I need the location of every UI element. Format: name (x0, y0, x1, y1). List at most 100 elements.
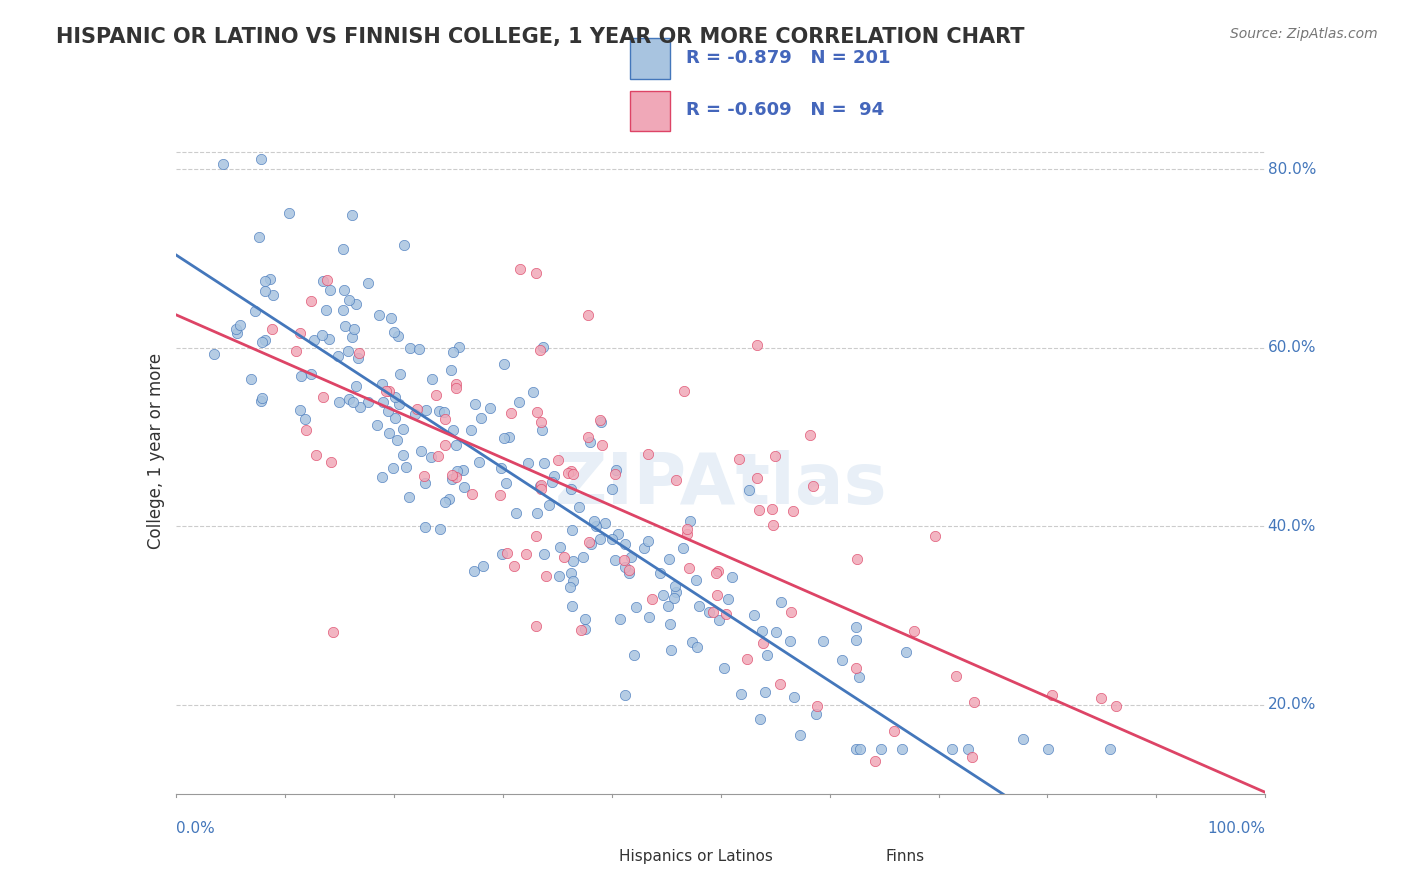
Point (1090, 690, 1112, 705)
Point (344, 379, 367, 393)
Point (845, 661, 868, 675)
Point (478, 401, 501, 416)
Point (548, 569, 571, 583)
Point (773, 796, 796, 810)
Point (870, 742, 893, 756)
Text: Source: ZipAtlas.com: Source: ZipAtlas.com (1230, 27, 1378, 41)
Point (426, 449, 449, 463)
Point (751, 624, 773, 638)
Point (337, 392, 360, 407)
Point (404, 407, 426, 421)
Point (761, 502, 783, 516)
Point (658, 551, 681, 566)
Point (560, 523, 582, 537)
Point (526, 506, 548, 520)
Point (388, 397, 411, 411)
Point (346, 351, 368, 365)
Point (574, 622, 596, 636)
Point (641, 592, 664, 607)
Point (392, 422, 415, 436)
Point (679, 514, 702, 528)
Point (706, 588, 728, 602)
Point (440, 363, 463, 377)
Point (406, 401, 429, 416)
Point (600, 532, 623, 546)
Point (831, 653, 853, 667)
Point (305, 448, 328, 462)
Point (384, 390, 406, 404)
Point (752, 636, 775, 650)
Point (433, 405, 456, 419)
Point (530, 423, 553, 437)
Point (470, 411, 492, 425)
Point (849, 742, 872, 756)
Point (543, 468, 565, 483)
Text: 0.0%: 0.0% (176, 822, 215, 837)
Point (960, 750, 983, 764)
Point (765, 624, 787, 639)
Point (299, 293, 322, 308)
Point (440, 473, 463, 487)
Point (534, 569, 557, 583)
Point (374, 384, 396, 398)
Point (576, 309, 599, 323)
Point (617, 566, 640, 581)
Point (665, 473, 688, 487)
Point (557, 466, 579, 480)
Point (664, 579, 686, 593)
Point (336, 344, 359, 359)
Point (508, 394, 530, 409)
Point (392, 238, 415, 252)
Point (613, 553, 636, 567)
Point (461, 487, 484, 501)
Point (526, 619, 548, 633)
Point (322, 624, 344, 639)
Point (941, 742, 963, 756)
Point (665, 585, 688, 599)
Point (589, 532, 612, 546)
Point (373, 395, 395, 409)
Point (371, 470, 394, 484)
Point (530, 416, 553, 430)
Point (342, 208, 364, 222)
Y-axis label: College, 1 year or more: College, 1 year or more (146, 352, 165, 549)
Point (471, 558, 494, 573)
Point (648, 566, 671, 580)
Point (434, 495, 457, 509)
Point (605, 467, 627, 482)
Point (254, 334, 277, 348)
Point (522, 385, 544, 400)
Point (384, 410, 406, 425)
Point (491, 461, 513, 475)
Point (603, 552, 626, 566)
Point (288, 403, 311, 417)
Point (762, 518, 785, 533)
Point (945, 669, 967, 683)
Point (253, 284, 276, 298)
Point (591, 438, 613, 452)
Point (561, 553, 583, 567)
Point (863, 754, 886, 768)
Point (524, 529, 547, 543)
Point (492, 357, 515, 371)
Point (713, 661, 735, 675)
Point (243, 304, 266, 318)
Point (387, 329, 409, 343)
Point (441, 423, 464, 437)
Point (963, 695, 986, 709)
Point (702, 605, 724, 619)
Point (560, 483, 582, 497)
Point (304, 333, 326, 347)
Point (633, 541, 655, 555)
Point (321, 455, 343, 469)
Point (516, 456, 538, 470)
Point (499, 406, 522, 420)
Point (318, 332, 340, 346)
Point (956, 742, 979, 756)
Point (444, 437, 467, 451)
Point (779, 634, 801, 648)
Point (903, 624, 925, 639)
Point (312, 274, 335, 288)
Point (637, 534, 659, 549)
Point (600, 482, 623, 496)
